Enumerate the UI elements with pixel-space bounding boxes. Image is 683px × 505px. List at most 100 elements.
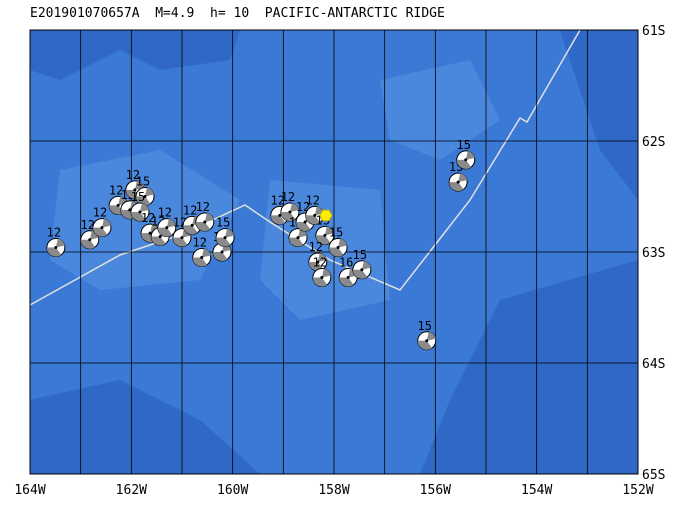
ball-center [323,233,327,237]
focal-mechanism [172,228,192,248]
ball-quadrant [145,187,155,197]
ball-quadrant [426,331,436,341]
event-label: 12 [141,211,155,225]
x-tick-label: 152W [622,483,653,498]
event-label: 15 [417,319,431,333]
ball-center [190,223,194,227]
ball-quadrant [46,247,62,257]
ball-quadrant [458,173,468,183]
event-label: 12 [126,168,140,182]
event-label: 12 [93,206,107,220]
focal-mechanism [312,268,332,288]
ball-quadrant [280,212,296,222]
x-tick-label: 156W [420,483,451,498]
focal-mechanism [212,242,232,262]
ball-quadrant [134,180,144,190]
ball-quadrant [201,248,211,258]
ball-center [203,220,207,224]
ball-quadrant [298,228,308,238]
x-tick-label: 164W [14,483,45,498]
epicenter [319,209,333,222]
ball-center [278,213,282,217]
ball-quadrant [338,238,348,248]
ball-center [165,226,169,230]
ball-center [100,226,104,230]
ball-quadrant [216,237,231,247]
focal-mechanism [92,218,112,238]
ball-quadrant [296,222,311,232]
ball-quadrant [130,212,146,222]
focal-mechanism [215,228,235,248]
event-label: 12 [109,183,123,197]
y-tick-label: 64S [642,357,665,372]
focal-mechanism [80,230,100,250]
ball-quadrant [101,218,111,228]
ball-quadrant [89,230,99,240]
ball-center [138,210,142,214]
focal-mechanism [328,238,348,258]
focal-mechanism [195,212,215,232]
x-tick-label: 162W [116,483,147,498]
ball-center [148,231,152,235]
ball-center [346,276,350,280]
event-label: 15 [329,226,343,240]
bathymetry [30,30,638,474]
ball-quadrant [352,269,368,279]
ball-quadrant [324,226,334,236]
ball-center [296,236,300,240]
ball-quadrant [329,247,344,257]
event-label: 12 [47,226,61,240]
ball-center [316,260,320,264]
ball-quadrant [321,268,331,278]
focal-mechanism [352,260,372,280]
event-label: 12 [81,218,95,232]
event-label: 12 [193,236,207,250]
x-tick-label: 158W [318,483,349,498]
ball-quadrant [456,159,472,169]
ball-quadrant [317,252,327,262]
focal-mechanism [456,150,476,170]
ball-center [220,250,224,254]
focal-mechanism [448,172,468,192]
events: 1212121212121515121212121212121515121212… [46,138,476,351]
ball-quadrant [270,215,286,225]
ball-quadrant [213,252,228,261]
ball-center [313,213,317,217]
ball-quadrant [151,236,166,246]
ball-quadrant [109,205,124,215]
event-label: 12 [158,206,172,220]
ball-quadrant [195,222,211,232]
ball-center [133,188,137,192]
focal-mechanism [130,202,150,222]
ball-quadrant [289,237,304,247]
event-label: 12 [313,256,327,270]
ball-quadrant [173,237,188,247]
ball-quadrant [312,277,328,287]
ball-center [223,236,227,240]
ball-quadrant [182,228,191,238]
event-label: 12 [306,193,320,207]
ball-center [143,195,147,198]
focal-mechanism [417,331,437,351]
focal-mechanism [46,238,66,258]
ball-center [464,158,468,162]
ball-center [116,203,120,207]
ball-quadrant [92,227,108,237]
event-label: 15 [353,248,367,262]
ball-quadrant [289,203,299,213]
ball-center [54,246,58,250]
event-label: 15 [457,138,471,152]
focal-mechanism [135,187,155,206]
ball-quadrant [339,277,354,287]
ball-center [158,234,162,238]
ball-quadrant [305,215,321,225]
focal-mechanism [288,228,308,248]
ball-center [456,180,460,184]
event-label: 15 [216,216,230,230]
ball-quadrant [183,225,198,235]
x-tick-label: 154W [521,483,552,498]
x-tick-label: 160W [217,483,248,498]
focal-mechanism [157,218,177,238]
ball-quadrant [204,213,214,223]
